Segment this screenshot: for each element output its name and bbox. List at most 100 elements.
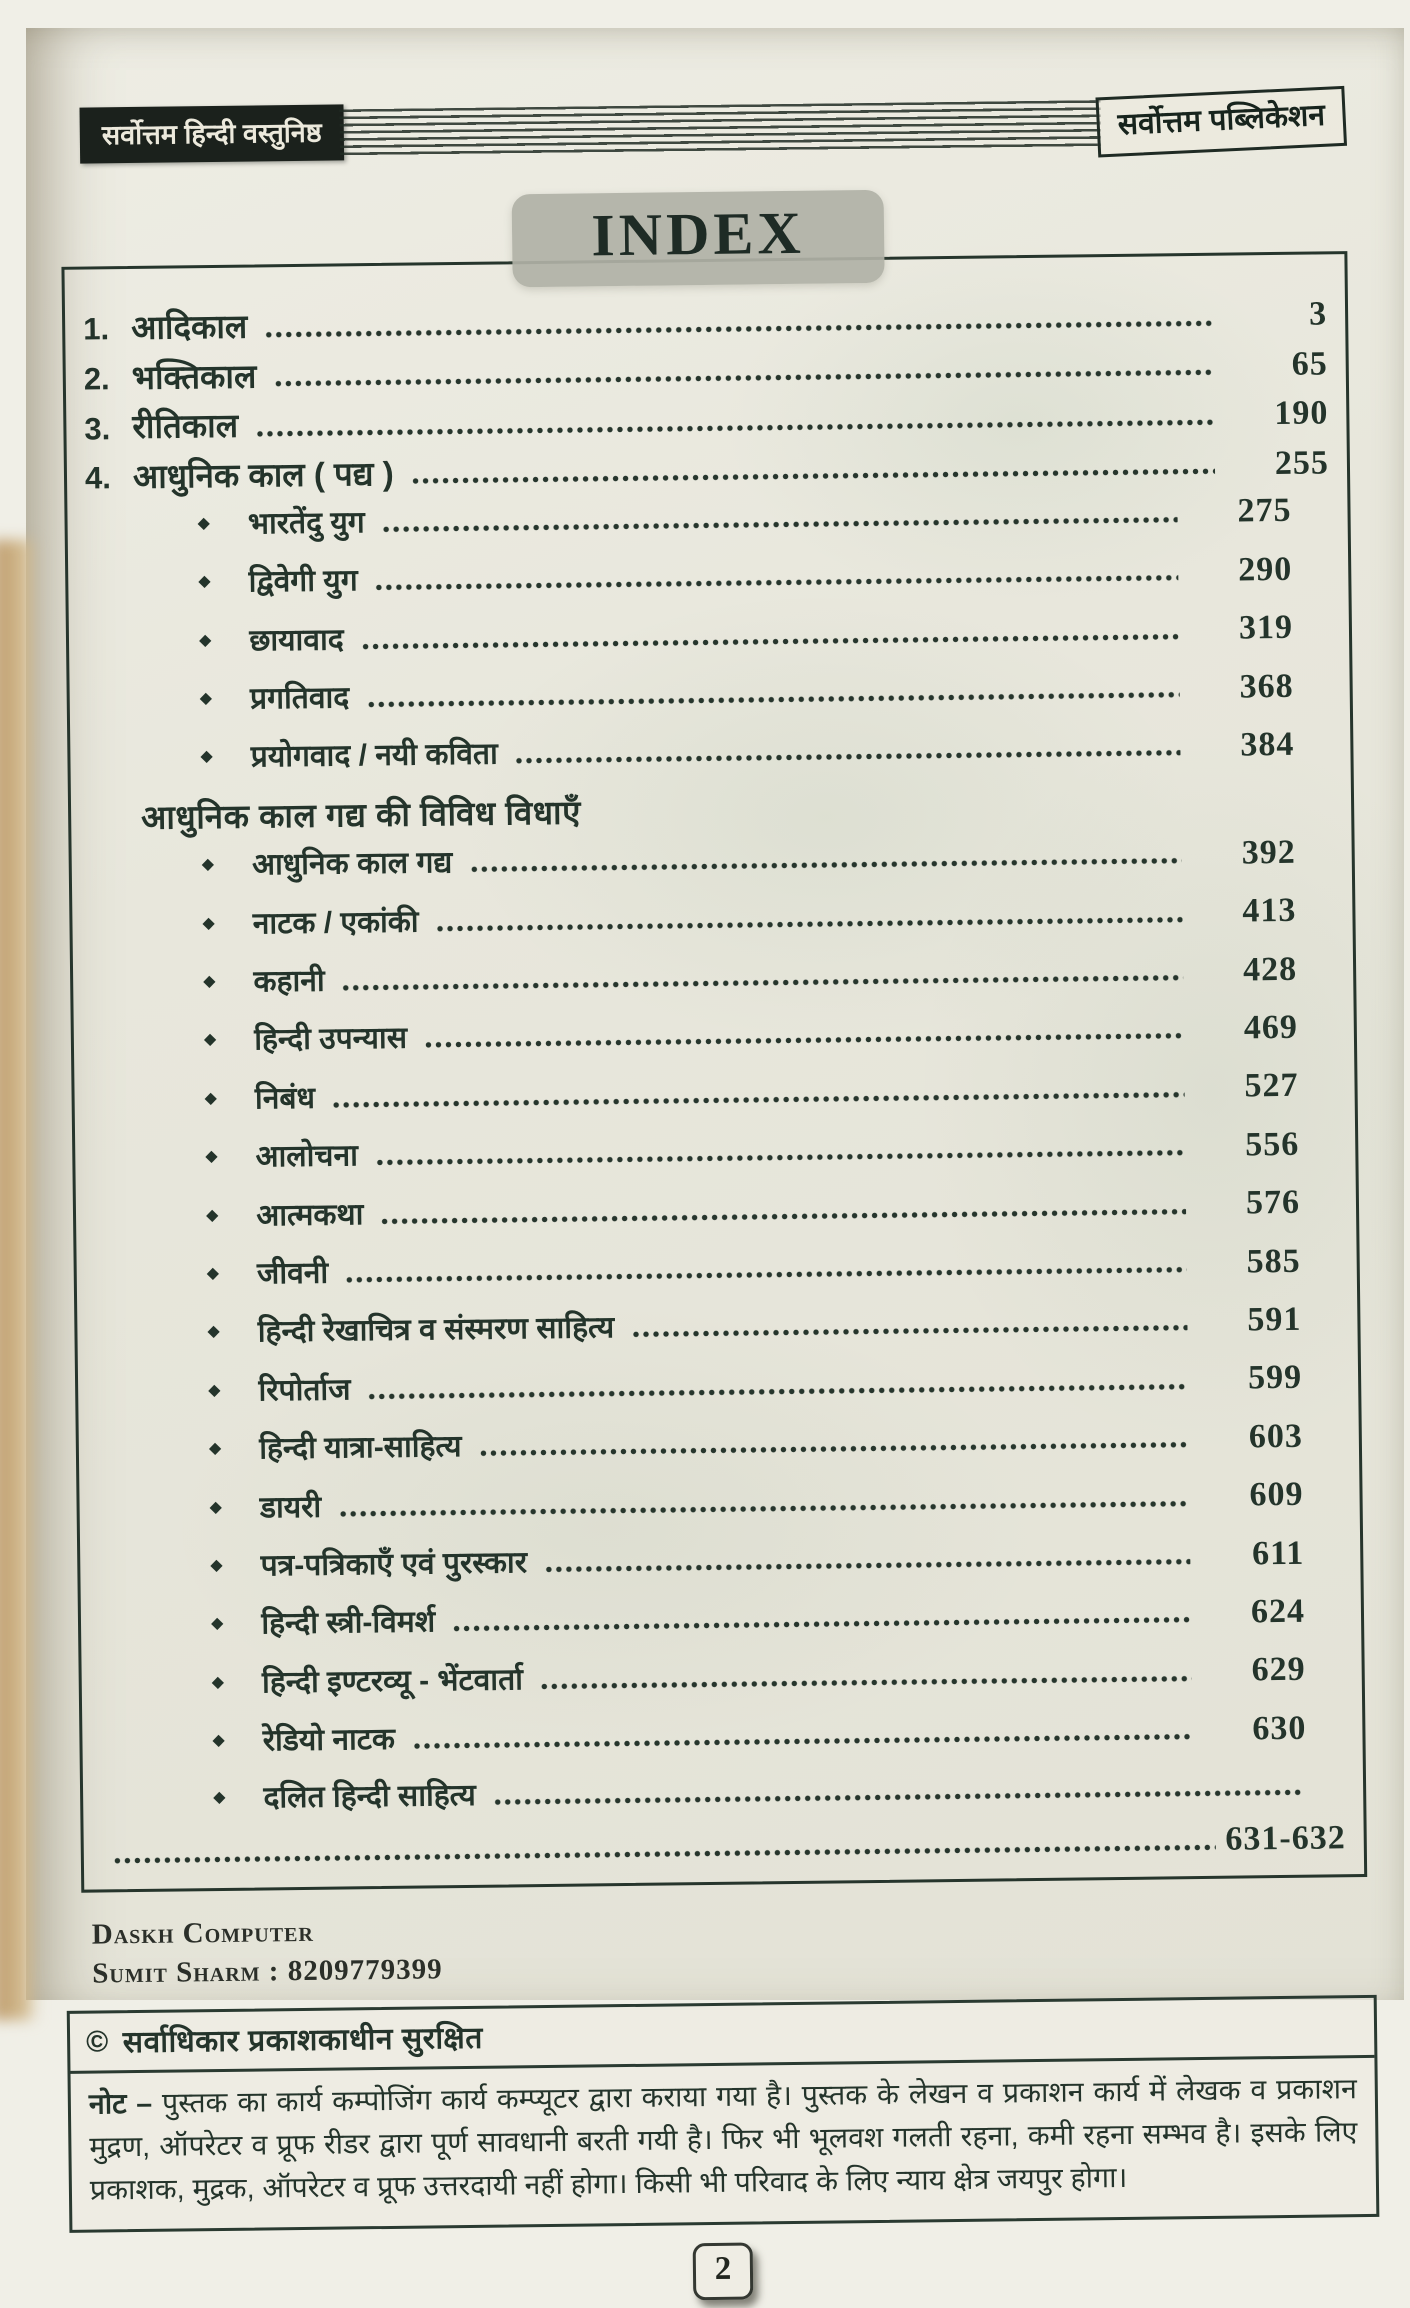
index-entry: ◆ कहानी 428: [147, 945, 1301, 1006]
diamond-bullet-icon: ◆: [203, 1031, 217, 1049]
header-stripes: [339, 100, 1101, 156]
diamond-bullet-icon: ◆: [211, 1673, 225, 1691]
disclaimer-text: नोट – पुस्तक का कार्य कम्पोजिंग कार्य कम…: [71, 2057, 1377, 2229]
entry-number: 4.: [84, 460, 112, 496]
dotted-leader: [540, 1673, 1192, 1691]
diamond-bullet-icon: ◆: [213, 1789, 226, 1807]
dotted-leader: [632, 1323, 1188, 1340]
diamond-bullet-icon: ◆: [208, 1440, 222, 1458]
index-entry: ◆ हिन्दी स्त्री-विमर्श 624: [155, 1588, 1309, 1649]
dotted-leader: [361, 631, 1180, 651]
note-text: पुस्तक का कार्य कम्पोजिंग कार्य कम्प्यूट…: [89, 2072, 1358, 2207]
copyright-text: सर्वाधिकार प्रकाशकाधीन सुरक्षित: [122, 2021, 484, 2059]
page-content: सर्वोत्तम हिन्दी वस्तुनिष्ठ सर्वोत्तम पब…: [61, 85, 1410, 2300]
entry-label: जीवनी: [256, 1256, 329, 1291]
entry-label: कहानी: [253, 964, 325, 999]
diamond-bullet-icon: ◆: [210, 1615, 224, 1633]
diamond-bullet-icon: ◆: [208, 1381, 221, 1399]
dotted-leader: [265, 318, 1214, 339]
entry-page-number: 392: [1241, 833, 1296, 872]
dotted-leader: [113, 1842, 1216, 1865]
entry-page-number: 255: [1274, 444, 1330, 482]
index-entry: ◆ आत्मकथा 576: [150, 1179, 1304, 1240]
index-entry: ◆ हिन्दी इण्टरव्यू - भेंटवार्ता 629: [155, 1646, 1309, 1707]
index-entry: ◆ रेडियो नाटक 630: [156, 1704, 1310, 1765]
entry-label: नाटक / एकांकी: [252, 905, 419, 941]
entry-label: आलोचना: [255, 1139, 359, 1174]
dotted-leader: [453, 1615, 1192, 1634]
entry-label: भक्तिकाल: [131, 357, 257, 396]
index-entry: ◆ जीवनी 585: [150, 1237, 1304, 1298]
diamond-bullet-icon: ◆: [198, 631, 212, 649]
entry-label: प्रयोगवाद / नयी कविता: [250, 737, 498, 774]
entry-label: छायावाद: [249, 622, 344, 658]
dotted-leader: [479, 1440, 1189, 1459]
entry-page-number: 290: [1238, 550, 1293, 589]
entry-label: डायरी: [259, 1490, 322, 1525]
index-entry: ◆ प्रगतिवाद 368: [143, 662, 1297, 723]
index-entry: ◆ द्विवेगी युग 290: [142, 546, 1296, 607]
typesetter-credits: Daskh Computer Sumit Sharm : 8209779399: [92, 1902, 1410, 1990]
diamond-bullet-icon: ◆: [212, 1732, 225, 1750]
publisher-badge: सर्वोत्तम पब्लिकेशन: [1095, 85, 1348, 158]
copyright-icon: ©: [85, 2024, 109, 2059]
entry-page-number: 630: [1252, 1709, 1307, 1748]
diamond-bullet-icon: ◆: [197, 514, 210, 532]
dotted-leader: [367, 690, 1180, 710]
dotted-leader: [493, 1787, 1302, 1807]
diamond-bullet-icon: ◆: [198, 573, 211, 591]
index-entry: ◆ दलित हिन्दी साहित्य: [157, 1763, 1311, 1823]
entry-number: 3.: [84, 410, 111, 447]
entry-label: आधुनिक काल गद्य: [251, 846, 453, 882]
index-box: 1. आदिकाल 3 2. भक्तिकाल 65 3. रीतिकाल 19…: [61, 251, 1368, 1893]
entry-page-number: 631-632: [1225, 1819, 1346, 1858]
diamond-bullet-icon: ◆: [201, 856, 215, 874]
dotted-leader: [346, 1265, 1187, 1285]
index-entry: ◆ छायावाद 319: [143, 604, 1297, 665]
entry-page-number: 428: [1242, 950, 1298, 989]
page-edge-finger-shadow: [0, 540, 38, 2020]
entry-page-number: 603: [1248, 1417, 1304, 1456]
entry-page-number: 65: [1291, 345, 1328, 383]
entry-label: भारतेंदु युग: [247, 505, 365, 541]
series-title-badge: सर्वोत्तम हिन्दी वस्तुनिष्ठ: [79, 104, 345, 164]
dotted-leader: [381, 1206, 1187, 1226]
dotted-leader: [375, 1148, 1186, 1168]
entry-page-number: 275: [1237, 492, 1292, 530]
dotted-leader: [332, 1090, 1185, 1110]
dotted-leader: [256, 417, 1215, 439]
entry-number: 2.: [83, 361, 110, 397]
entry-page-number: 599: [1247, 1359, 1303, 1397]
dotted-leader: [382, 514, 1178, 534]
index-entry: ◆ हिन्दी यात्रा-साहित्य 603: [153, 1413, 1307, 1474]
dotted-leader: [342, 973, 1184, 993]
diamond-bullet-icon: ◆: [207, 1323, 220, 1341]
index-entry: ◆ निबंध 527: [148, 1062, 1302, 1123]
entry-page-number: 609: [1249, 1475, 1304, 1514]
diamond-bullet-icon: ◆: [206, 1265, 220, 1283]
entry-label: प्रगतिवाद: [249, 681, 350, 716]
entry-page-number: 319: [1238, 608, 1294, 647]
entry-label: रीतिकाल: [132, 406, 239, 446]
entry-page-number: 413: [1242, 892, 1297, 930]
entry-label: रिपोर्ताज: [258, 1373, 351, 1408]
entry-label: रेडियो नाटक: [262, 1723, 396, 1758]
dotted-leader: [375, 573, 1179, 593]
diamond-bullet-icon: ◆: [205, 1148, 218, 1166]
entry-label: आत्मकथा: [256, 1197, 364, 1233]
dotted-leader: [545, 1557, 1191, 1575]
index-entry: ◆ हिन्दी रेखाचित्र व संस्मरण साहित्य 591: [151, 1296, 1305, 1357]
entry-label: आदिकाल: [130, 307, 248, 346]
diamond-bullet-icon: ◆: [210, 1556, 223, 1575]
entry-label: निबंध: [254, 1081, 316, 1116]
note-label: नोट –: [88, 2087, 153, 2121]
dotted-leader: [411, 467, 1216, 486]
entry-label: हिन्दी इण्टरव्यू - भेंटवार्ता: [261, 1663, 524, 1700]
diamond-bullet-icon: ◆: [209, 1498, 223, 1516]
entry-page-number: 624: [1250, 1592, 1306, 1631]
entry-page-number: 576: [1245, 1184, 1301, 1222]
dotted-leader: [470, 856, 1182, 875]
dotted-leader: [274, 367, 1214, 389]
header-band: सर्वोत्तम हिन्दी वस्तुनिष्ठ सर्वोत्तम पब…: [79, 85, 1348, 164]
dotted-leader: [412, 1732, 1193, 1751]
